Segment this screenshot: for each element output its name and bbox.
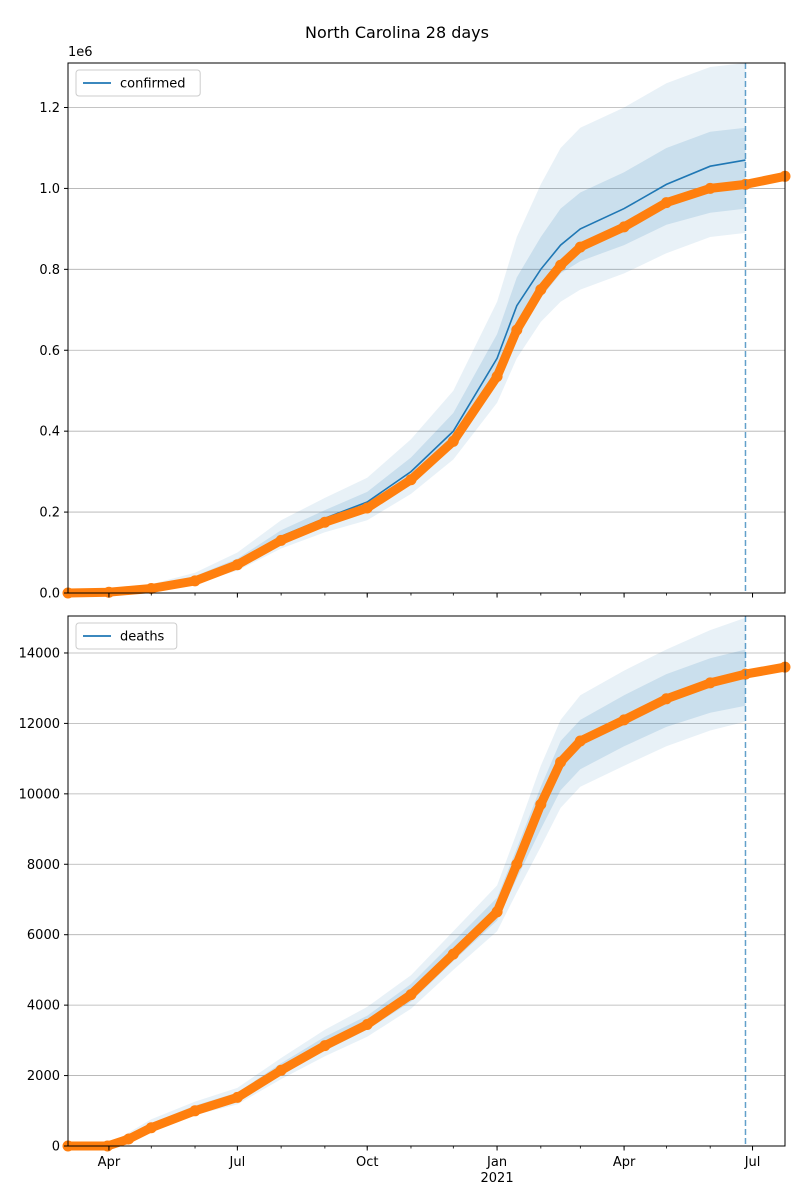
legend: deaths — [75, 622, 178, 650]
observed-point — [145, 583, 157, 594]
observed-point — [618, 221, 630, 233]
y-tick-label: 6000 — [27, 928, 60, 943]
y-tick-label: 0.8 — [39, 263, 60, 278]
observed-point — [511, 324, 523, 336]
y-tick-label: 0.6 — [39, 344, 60, 359]
y-tick-label: 0.0 — [39, 587, 60, 602]
observed-point — [319, 516, 331, 528]
observed-line-confirmed — [63, 171, 790, 598]
y-tick-label: 10000 — [19, 787, 60, 802]
uncertainty-band-outer — [68, 63, 746, 593]
observed-point — [361, 1019, 373, 1030]
panels: 0.0 0.2 0.4 0.6 0.8 1.0 1.2 1e6 confirmed 0 2000 40… — [19, 45, 791, 1186]
axes-frame — [67, 615, 786, 1147]
axes-frame — [67, 62, 786, 594]
observed-point — [189, 575, 201, 587]
x-tick-label: Jul — [229, 1155, 246, 1170]
chart-title: North Carolina 28 days — [305, 23, 489, 42]
panel-deaths: 0 2000 4000 6000 8000 10000 12000 14000 Apr Jul Oc… — [19, 615, 791, 1186]
observed-point — [491, 906, 503, 918]
observed-point — [535, 798, 547, 810]
observed-point — [231, 1091, 243, 1103]
observed-point — [405, 989, 417, 1001]
observed-point — [555, 259, 567, 271]
y-tick-label: 14000 — [19, 646, 60, 661]
observed-point — [535, 284, 547, 296]
observed-point — [319, 1040, 331, 1052]
observed-point — [103, 586, 115, 598]
observed-point — [145, 1122, 157, 1134]
observed-point — [231, 559, 243, 571]
y-tick-label: 2000 — [27, 1069, 60, 1084]
uncertainty-band-inner — [68, 649, 746, 1146]
observed-point — [275, 1064, 287, 1076]
observed-point — [618, 714, 630, 726]
y-tick-label: 1.2 — [39, 101, 60, 116]
observed-point — [660, 693, 672, 705]
legend-label: deaths — [120, 630, 165, 645]
x-tick-label: Oct — [356, 1155, 378, 1170]
x-tick-label: Apr — [98, 1155, 121, 1170]
observed-point — [574, 241, 586, 253]
observed-point — [123, 1133, 135, 1145]
observed-point — [405, 474, 417, 486]
x-tick-label: Jul — [744, 1155, 761, 1170]
y-tick-label: 0.2 — [39, 506, 60, 521]
legend-box — [75, 69, 201, 97]
y-tick-label: 12000 — [19, 717, 60, 732]
observed-point — [189, 1105, 201, 1117]
legend-box — [75, 622, 178, 650]
observed-point — [511, 858, 523, 870]
y-tick-label: 8000 — [27, 858, 60, 873]
observed-point — [574, 735, 586, 747]
observed-point — [704, 677, 716, 689]
x-tick-label: Jan — [486, 1155, 507, 1170]
legend-label: confirmed — [120, 77, 186, 92]
legend: confirmed — [75, 69, 201, 97]
y-tick-label: 1.0 — [39, 182, 60, 197]
observed-point — [447, 948, 459, 960]
y-tick-label: 0 — [52, 1140, 60, 1155]
y-tick-label: 4000 — [27, 999, 60, 1014]
observed-point — [555, 756, 567, 768]
observed-point — [361, 502, 373, 514]
observed-point — [704, 182, 716, 194]
y-tick-label: 0.4 — [39, 425, 60, 440]
observed-point — [491, 371, 503, 382]
observed-point — [275, 534, 287, 546]
x-year-label: 2021 — [481, 1171, 514, 1186]
x-tick-label: Apr — [613, 1155, 636, 1170]
observed-point — [447, 435, 459, 447]
panel-confirmed: 0.0 0.2 0.4 0.6 0.8 1.0 1.2 1e6 confirmed — [39, 45, 791, 602]
observed-point — [660, 197, 672, 209]
axis-multiplier: 1e6 — [68, 45, 93, 60]
